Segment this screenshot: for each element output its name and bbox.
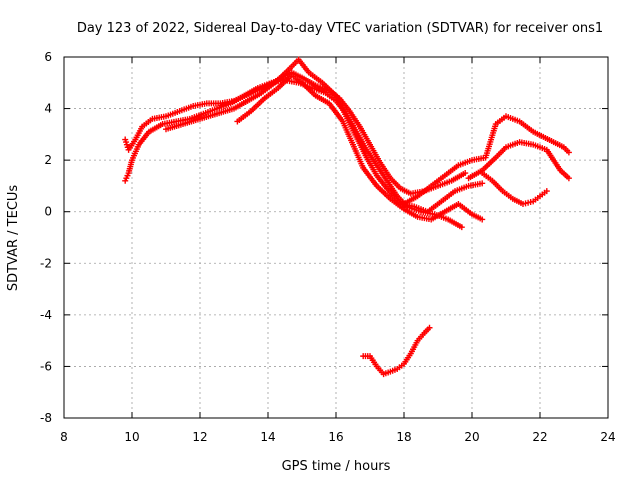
y-tick-label: -6: [40, 359, 52, 373]
x-tick-label: 16: [328, 430, 343, 444]
x-axis-label: GPS time / hours: [282, 459, 391, 474]
data-point: [426, 324, 433, 331]
y-tick-label: 6: [44, 50, 52, 64]
y-tick-label: 2: [44, 153, 52, 167]
x-tick-label: 20: [464, 430, 479, 444]
x-tick-label: 8: [60, 430, 68, 444]
data-point: [479, 216, 486, 223]
data-point: [543, 188, 550, 195]
data-point: [479, 180, 486, 187]
chart-title: Day 123 of 2022, Sidereal Day-to-day VTE…: [77, 21, 603, 36]
y-tick-label: 4: [44, 102, 52, 116]
x-tick-label: 10: [124, 430, 139, 444]
y-tick-label: -4: [40, 308, 52, 322]
data-point: [565, 149, 572, 156]
y-axis-label: SDTVAR / TECUs: [6, 185, 21, 292]
x-tick-label: 22: [532, 430, 547, 444]
data-point: [458, 224, 465, 231]
y-tick-label: -8: [40, 411, 52, 425]
x-tick-label: 18: [396, 430, 411, 444]
data-point: [462, 170, 469, 177]
x-tick-label: 24: [600, 430, 615, 444]
x-tick-label: 14: [260, 430, 275, 444]
x-tick-label: 12: [192, 430, 207, 444]
data-point: [565, 175, 572, 182]
data-points: [122, 56, 572, 378]
y-tick-label: 0: [44, 205, 52, 219]
y-tick-label: -2: [40, 256, 52, 270]
